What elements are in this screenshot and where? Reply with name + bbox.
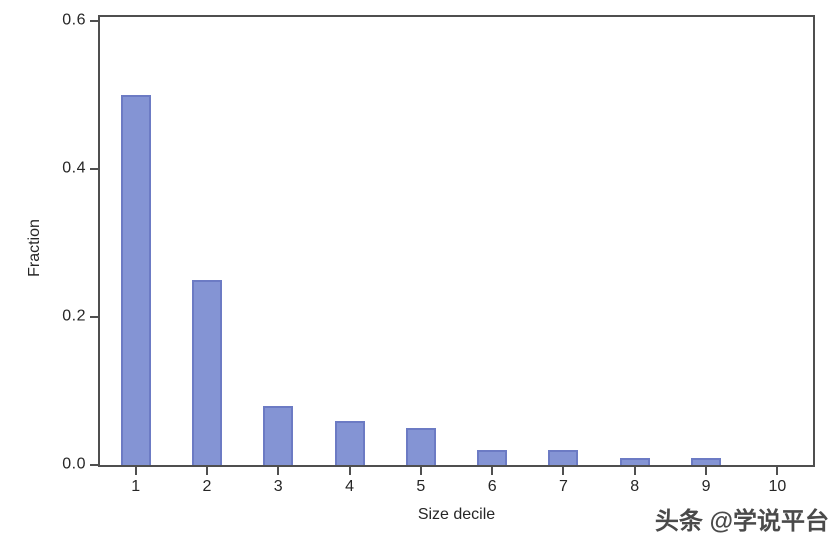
bar	[477, 450, 508, 465]
y-tick-label: 0.4	[62, 159, 86, 177]
x-tick	[277, 467, 280, 475]
x-tick	[205, 467, 208, 475]
bar	[120, 94, 151, 465]
y-tick	[90, 464, 98, 466]
x-tick-label: 4	[345, 478, 354, 495]
x-tick-label: 2	[202, 478, 212, 495]
watermark: 头条 @学说平台	[654, 508, 829, 535]
x-tick-label: 9	[701, 478, 711, 495]
plot-area: 0.0 0.2 0.4 0.6 1 2 3 4 5 6 7 8 9 10	[62, 11, 815, 495]
x-tick-label: 7	[558, 478, 568, 495]
x-tick-label: 10	[768, 478, 787, 495]
x-tick-label: 5	[416, 478, 426, 495]
bar	[191, 279, 222, 465]
x-tick	[705, 467, 708, 475]
y-tick	[90, 315, 98, 318]
bar	[619, 457, 650, 465]
x-tick-label: 3	[273, 478, 283, 495]
bar	[548, 450, 579, 465]
x-tick	[348, 467, 351, 475]
y-tick	[90, 19, 98, 22]
y-tick-label: 0.2	[62, 307, 86, 325]
x-tick	[776, 467, 779, 475]
bar	[691, 457, 722, 465]
x-tick	[134, 467, 137, 475]
x-tick-label: 8	[630, 478, 640, 495]
bar	[405, 427, 436, 465]
y-tick-label: 0.0	[62, 455, 86, 473]
bar	[334, 420, 365, 465]
x-tick-label: 6	[487, 478, 497, 495]
x-tick	[419, 467, 422, 475]
x-tick	[633, 467, 636, 475]
y-tick-label: 0.6	[62, 11, 86, 29]
x-tick-label: 1	[131, 478, 141, 495]
x-tick	[491, 467, 494, 475]
y-tick	[90, 167, 98, 170]
bar	[263, 405, 294, 465]
x-axis-title: Size decile	[417, 506, 496, 523]
y-axis-title: Fraction	[25, 219, 43, 277]
x-tick	[562, 467, 565, 475]
